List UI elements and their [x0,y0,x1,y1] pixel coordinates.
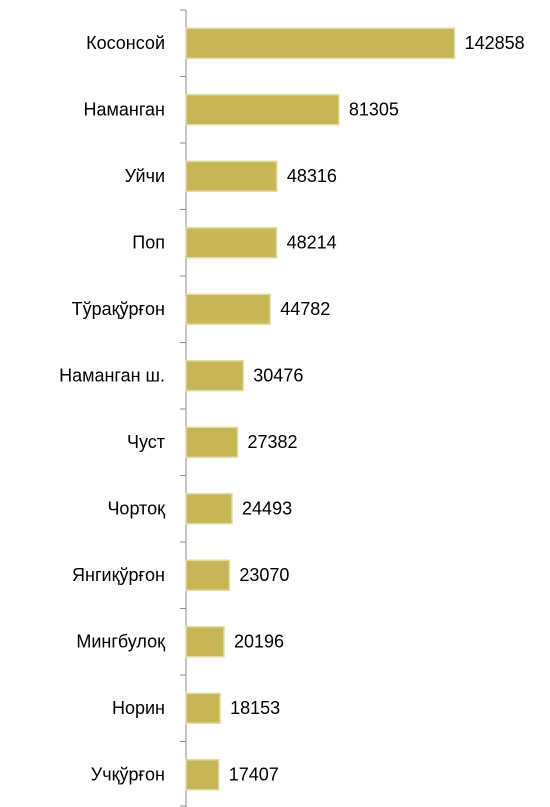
bar [185,626,225,658]
data-label: 23070 [239,565,289,585]
category-label: Янгиқўрғон [72,565,165,585]
bar [185,559,231,591]
category-label: Наманган [84,100,165,120]
category-label: Чуст [127,432,165,452]
data-label: 48316 [287,166,337,186]
data-label: 81305 [349,100,399,120]
data-label: 17407 [229,765,279,785]
category-label: Поп [132,233,165,253]
data-label: 24493 [242,499,292,519]
data-label: 44782 [280,299,330,319]
bar [185,493,233,525]
category-label: Уйчи [125,166,165,186]
category-label: Тўрақўрғон [72,299,165,319]
bar [185,692,221,724]
bar [185,426,239,458]
bar [185,94,340,126]
category-label: Косонсой [86,33,165,53]
bar [185,293,271,325]
bar [185,160,278,192]
bar [185,27,456,59]
category-label: Учқўрғон [91,765,165,785]
data-label: 27382 [247,432,297,452]
bar [185,759,220,791]
category-label: Мингбулоқ [76,632,165,652]
data-label: 30476 [253,366,303,386]
category-label: Норин [112,698,165,718]
data-label: 142858 [465,33,525,53]
bar [185,360,245,392]
bar [185,227,278,259]
data-label: 18153 [230,698,280,718]
category-label: Наманган ш. [59,366,165,386]
category-label: Чортоқ [107,499,165,519]
data-label: 48214 [287,233,337,253]
data-label: 20196 [234,632,284,652]
